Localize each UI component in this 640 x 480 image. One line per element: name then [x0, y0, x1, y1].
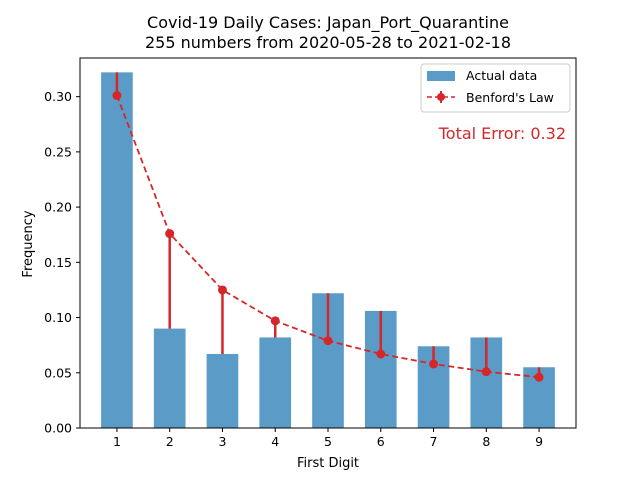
- benford-point-digit-7: [429, 359, 439, 369]
- x-tick-label: 1: [113, 434, 121, 449]
- bar-digit-3: [206, 354, 239, 428]
- y-tick-label: 0.30: [44, 89, 72, 104]
- x-axis-label: First Digit: [297, 456, 359, 471]
- y-tick-label: 0.20: [44, 200, 72, 215]
- x-tick-label: 4: [271, 434, 279, 449]
- benford-point-digit-5: [323, 336, 333, 346]
- x-tick-label: 7: [430, 434, 438, 449]
- benford-point-digit-3: [217, 285, 227, 295]
- benford-point-digit-6: [376, 349, 386, 359]
- chart-subtitle: 255 numbers from 2020-05-28 to 2021-02-1…: [145, 33, 511, 52]
- benford-point-digit-2: [165, 229, 175, 239]
- y-tick-label: 0.15: [44, 255, 72, 270]
- legend-bar-swatch: [427, 71, 455, 81]
- benford-point-digit-4: [270, 316, 280, 326]
- legend-box: [420, 63, 571, 113]
- x-tick-label: 6: [377, 434, 385, 449]
- y-tick-label: 0.10: [44, 310, 72, 325]
- y-tick-label: 0.05: [44, 365, 72, 380]
- benford-point-digit-9: [534, 372, 544, 382]
- bar-digit-1: [101, 72, 133, 428]
- x-tick-label: 9: [535, 434, 543, 449]
- y-tick-label: 0.25: [44, 144, 72, 159]
- x-tick-label: 8: [482, 434, 490, 449]
- legend-label-actual: Actual data: [466, 68, 537, 83]
- bar-digit-2: [153, 328, 186, 428]
- x-tick-label: 5: [324, 434, 332, 449]
- legend-label-benford: Benford's Law: [466, 90, 554, 105]
- benford-point-digit-8: [481, 367, 491, 377]
- x-tick-label: 3: [218, 434, 226, 449]
- legend: Actual data Benford's Law: [420, 63, 571, 113]
- benford-point-digit-1: [112, 91, 122, 101]
- bar-digit-4: [259, 337, 292, 428]
- y-axis-label: Frequency: [21, 210, 36, 277]
- total-error-annotation: Total Error: 0.32: [438, 124, 566, 143]
- y-tick-label: 0.00: [44, 421, 72, 436]
- chart-title: Covid-19 Daily Cases: Japan_Port_Quarant…: [147, 13, 509, 33]
- plot-area: 0.00 0.05 0.10 0.15 0.20 0.25 0.30 1 2 3 4 5 6 7 8 9: [44, 57, 577, 449]
- x-tick-label: 2: [166, 434, 174, 449]
